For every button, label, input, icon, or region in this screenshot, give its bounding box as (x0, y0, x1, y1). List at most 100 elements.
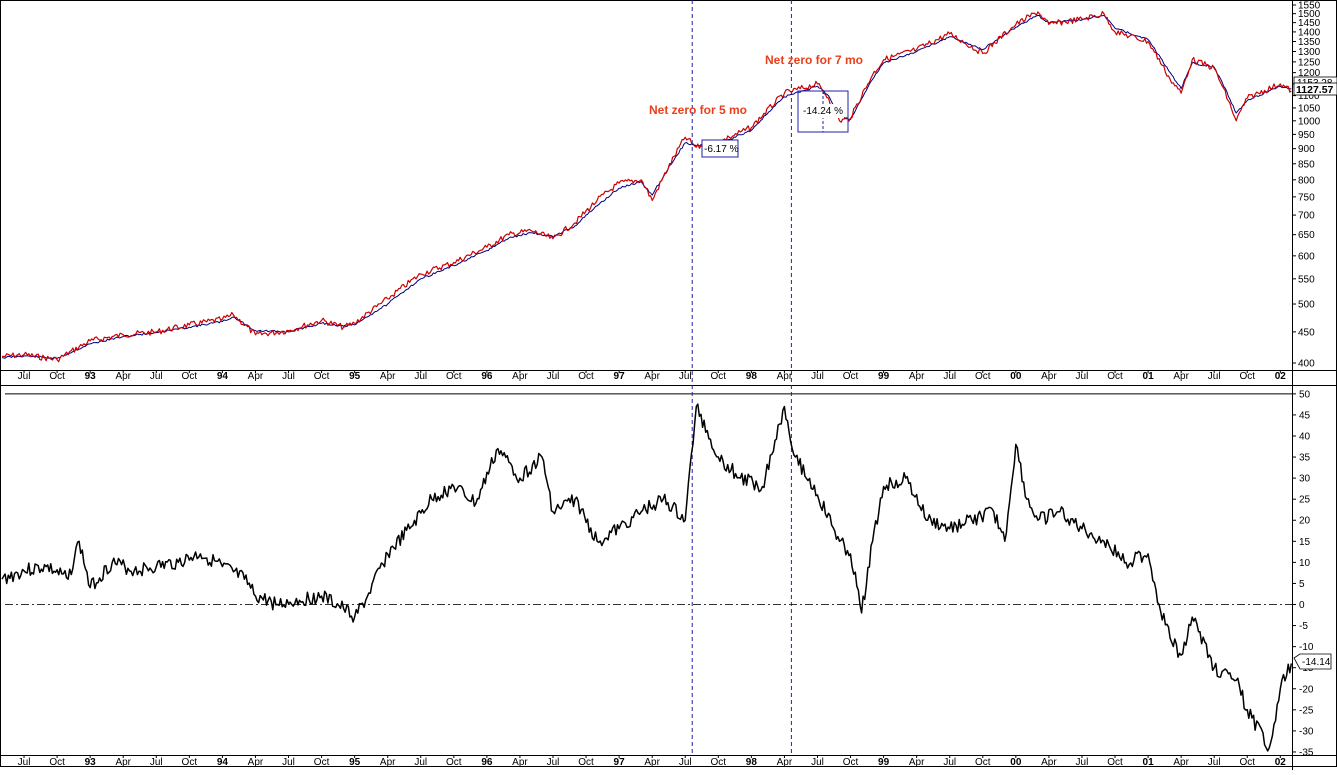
x-tick-label-bottom: Jul (679, 757, 692, 768)
last-value-oscillator: -14.14 (1302, 657, 1331, 668)
x-tick-label-top: Jul (547, 371, 560, 382)
x-tick-label-bottom: Apr (248, 757, 264, 768)
last-value-box-price (1293, 82, 1337, 96)
series-average-line (1, 14, 1292, 360)
x-tick-label-bottom: 02 (1275, 757, 1287, 768)
drawdown-label-1998: -14.24 % (803, 106, 843, 117)
y-tick-label-bottom: -35 (1299, 747, 1314, 758)
y-tick-label-top: 1300 (1298, 47, 1321, 58)
x-tick-label-top: Jul (282, 371, 295, 382)
x-tick-label-bottom: Oct (49, 757, 65, 768)
drawdown-box-1997 (701, 139, 739, 158)
x-tick-label-bottom: Apr (644, 757, 660, 768)
drawdown-label-1997: -6.17 % (704, 144, 739, 155)
x-tick-label-top: Apr (1173, 371, 1189, 382)
series-price-line (1, 11, 1292, 363)
x-tick-label-bottom: Oct (843, 757, 859, 768)
y-tick-label-bottom: 40 (1299, 431, 1311, 442)
x-tick-label-top: 93 (85, 371, 97, 382)
y-tick-label-bottom: 30 (1299, 474, 1311, 485)
x-tick-label-bottom: 98 (746, 757, 758, 768)
annotation-net-zero-7mo: Net zero for 7 mo (765, 53, 863, 67)
x-tick-label-bottom: Apr (1173, 757, 1189, 768)
y-tick-label-bottom: 0 (1299, 600, 1305, 611)
x-tick-label-bottom: Oct (1239, 757, 1255, 768)
y-tick-label-top: 550 (1298, 274, 1315, 285)
x-tick-label-top: Jul (1076, 371, 1089, 382)
x-tick-label-bottom: Jul (943, 757, 956, 768)
x-tick-label-bottom: Apr (909, 757, 925, 768)
y-tick-label-bottom: -25 (1299, 705, 1314, 716)
y-tick-label-top: 600 (1298, 251, 1315, 262)
y-tick-label-bottom: 35 (1299, 453, 1311, 464)
x-tick-label-top: 99 (878, 371, 890, 382)
x-tick-label-bottom: 94 (217, 757, 229, 768)
annotation-net-zero-5mo: Net zero for 5 mo (649, 103, 747, 117)
x-tick-label-top: Oct (49, 371, 65, 382)
x-tick-label-top: Apr (512, 371, 528, 382)
x-tick-label-top: 01 (1143, 371, 1155, 382)
x-tick-label-top: 94 (217, 371, 229, 382)
x-tick-label-bottom: 96 (481, 757, 493, 768)
x-tick-label-bottom: Oct (711, 757, 727, 768)
x-tick-label-bottom: Apr (380, 757, 396, 768)
x-tick-label-bottom: 01 (1143, 757, 1155, 768)
x-tick-label-top: 98 (746, 371, 758, 382)
y-tick-label-bottom: 15 (1299, 537, 1311, 548)
y-tick-label-top: 400 (1298, 359, 1315, 370)
y-tick-label-bottom: -30 (1299, 726, 1314, 737)
x-tick-label-top: 97 (614, 371, 626, 382)
y-tick-label-top: 1450 (1298, 18, 1321, 29)
x-tick-label-bottom: Apr (777, 757, 793, 768)
x-tick-label-bottom: Jul (414, 757, 427, 768)
y-tick-label-bottom: 10 (1299, 558, 1311, 569)
x-tick-label-top: 00 (1010, 371, 1022, 382)
x-tick-label-bottom: Oct (182, 757, 198, 768)
x-tick-label-bottom: Oct (314, 757, 330, 768)
y-tick-label-bottom: -5 (1299, 621, 1308, 632)
y-tick-label-top: 1500 (1298, 9, 1321, 20)
x-tick-label-top: Oct (446, 371, 462, 382)
x-tick-label-bottom: Oct (446, 757, 462, 768)
x-tick-label-bottom: 99 (878, 757, 890, 768)
x-tick-label-top: Jul (1208, 371, 1221, 382)
x-tick-label-top: Oct (578, 371, 594, 382)
x-tick-label-top: Apr (248, 371, 264, 382)
y-tick-label-bottom: -20 (1299, 684, 1314, 695)
y-tick-label-top: 450 (1298, 327, 1315, 338)
x-tick-label-top: Apr (644, 371, 660, 382)
x-tick-label-bottom: Jul (18, 757, 31, 768)
x-tick-label-top: Oct (711, 371, 727, 382)
x-tick-label-top: Jul (150, 371, 163, 382)
x-tick-label-bottom: Apr (115, 757, 131, 768)
x-tick-label-bottom: Oct (578, 757, 594, 768)
x-tick-label-bottom: Jul (547, 757, 560, 768)
x-tick-label-bottom: Apr (512, 757, 528, 768)
x-tick-label-top: Jul (811, 371, 824, 382)
x-tick-label-top: Apr (1041, 371, 1057, 382)
x-tick-label-top: Apr (777, 371, 793, 382)
drawdown-label-bg-1998 (800, 104, 844, 118)
y-tick-label-top: 950 (1298, 130, 1315, 141)
y-tick-label-bottom: 45 (1299, 410, 1311, 421)
y-tick-label-top: 500 (1298, 300, 1315, 311)
x-tick-label-bottom: 95 (349, 757, 361, 768)
x-tick-label-bottom: Oct (975, 757, 991, 768)
x-tick-label-bottom: Jul (282, 757, 295, 768)
x-tick-label-bottom: Jul (150, 757, 163, 768)
last-value-box-oscillator (1293, 653, 1332, 670)
x-tick-label-top: Apr (115, 371, 131, 382)
y-tick-label-bottom: -10 (1299, 642, 1314, 653)
y-tick-label-top: 900 (1298, 144, 1315, 155)
y-tick-label-top: 1200 (1298, 68, 1321, 79)
x-tick-label-top: Jul (18, 371, 31, 382)
x-tick-label-top: Oct (314, 371, 330, 382)
x-tick-label-top: Oct (1239, 371, 1255, 382)
x-tick-label-bottom: 93 (85, 757, 97, 768)
x-tick-label-top: Oct (843, 371, 859, 382)
series-oscillator-line (1, 403, 1293, 752)
x-tick-label-top: Apr (380, 371, 396, 382)
y-tick-label-bottom: 50 (1299, 389, 1311, 400)
